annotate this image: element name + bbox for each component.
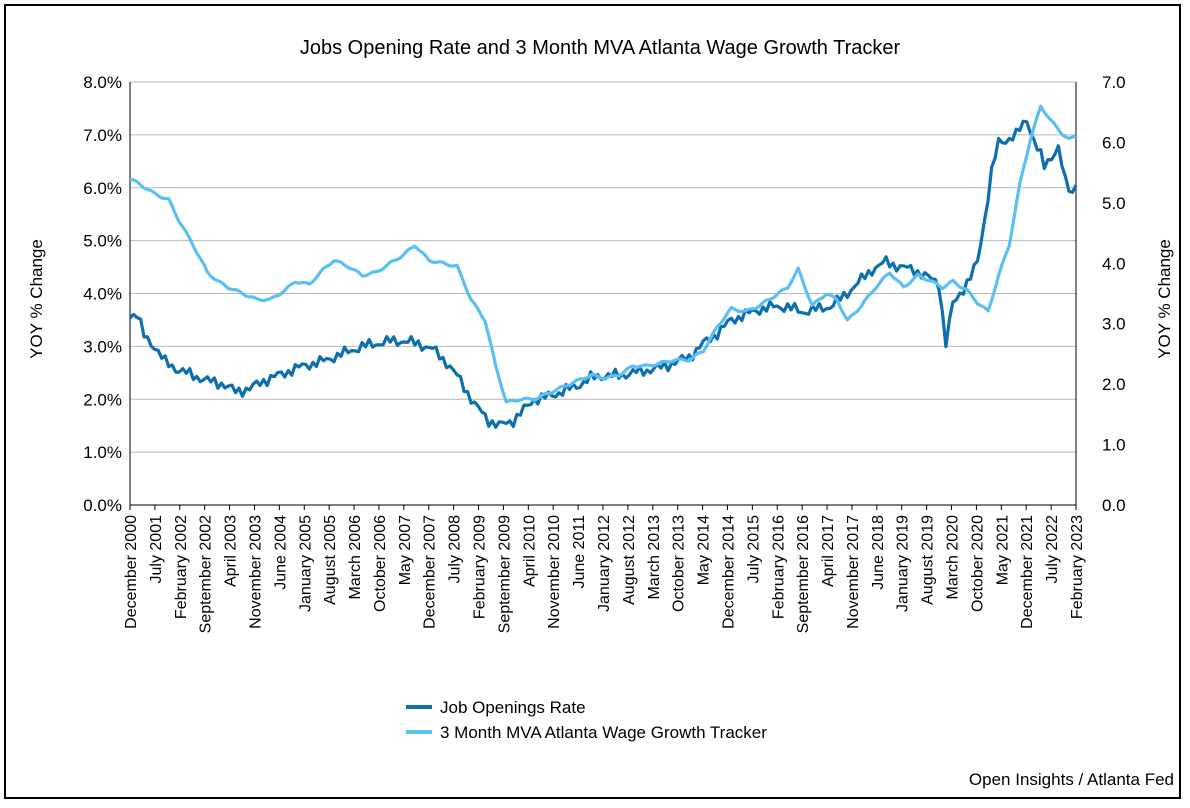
x-tick-label: June 2011 (571, 515, 588, 589)
y-tick-left: 4.0% (83, 285, 122, 304)
x-tick-label: July 2015 (745, 515, 762, 584)
x-tick-label: July 2008 (447, 515, 464, 584)
x-tick-label: January 2012 (596, 515, 613, 612)
x-tick-label: March 2006 (347, 515, 364, 600)
y-tick-right: 2.0 (1102, 375, 1126, 394)
y-axis-label-right: YOY % Change (1155, 239, 1174, 359)
x-tick-label: March 2020 (945, 515, 962, 600)
legend-label-wage-growth: 3 Month MVA Atlanta Wage Growth Tracker (440, 723, 767, 742)
grid-lines (129, 81, 1077, 506)
x-axis-ticks: December 2000 July 2001 February 2002 Septe… (123, 505, 1086, 633)
y-tick-right: 6.0 (1102, 133, 1126, 152)
y-tick-right: 0.0 (1102, 496, 1126, 515)
y-axis-label-left: YOY % Change (27, 239, 46, 359)
series-lines (128, 104, 1078, 429)
x-tick-label: February 2016 (770, 515, 787, 619)
y-tick-left: 6.0% (83, 179, 122, 198)
series-line-job-openings (128, 119, 1078, 429)
legend-label-job-openings: Job Openings Rate (440, 698, 586, 717)
y-tick-left: 7.0% (83, 126, 122, 145)
right-axis-ticks: 0.0 1.0 2.0 3.0 4.0 5.0 6.0 7.0 (1102, 73, 1126, 515)
y-tick-right: 1.0 (1102, 436, 1126, 455)
y-tick-left: 5.0% (83, 232, 122, 251)
x-tick-label: May 2021 (994, 515, 1011, 585)
chart-frame: Jobs Opening Rate and 3 Month MVA Atlant… (4, 4, 1181, 799)
x-tick-label: May 2007 (397, 515, 414, 585)
y-tick-left: 1.0% (83, 443, 122, 462)
y-tick-left: 8.0% (83, 73, 122, 92)
x-tick-label: November 2010 (546, 515, 563, 629)
chart-svg: Jobs Opening Rate and 3 Month MVA Atlant… (27, 37, 1174, 789)
y-tick-left: 3.0% (83, 337, 122, 356)
x-tick-label: October 2020 (969, 515, 986, 612)
x-tick-label: April 2003 (223, 515, 240, 587)
chart-title: Jobs Opening Rate and 3 Month MVA Atlant… (300, 37, 901, 59)
x-tick-label: June 2018 (870, 515, 887, 590)
y-tick-right: 7.0 (1102, 73, 1126, 92)
x-tick-label: September 2002 (198, 515, 215, 633)
x-tick-label: January 2005 (297, 515, 314, 612)
x-tick-label: November 2017 (845, 515, 862, 629)
x-tick-label: April 2010 (521, 515, 538, 587)
x-tick-label: July 2022 (1044, 515, 1061, 584)
y-tick-left: 0.0% (83, 496, 122, 515)
x-tick-label: February 2002 (173, 515, 190, 619)
x-tick-label: March 2013 (646, 515, 663, 600)
y-tick-right: 5.0 (1102, 194, 1126, 213)
x-tick-label: October 2006 (372, 515, 389, 612)
series-line-wage-growth (129, 104, 1077, 404)
x-tick-label: January 2019 (895, 515, 912, 612)
x-tick-label: August 2019 (920, 515, 937, 605)
x-tick-label: September 2009 (496, 515, 513, 633)
legend: Job Openings Rate 3 Month MVA Atlanta Wa… (406, 698, 767, 742)
x-tick-label: December 2007 (422, 515, 439, 629)
x-tick-label: August 2012 (621, 515, 638, 605)
x-tick-label: August 2005 (322, 515, 339, 605)
source-note: Open Insights / Atlanta Fed (969, 770, 1174, 789)
x-tick-label: September 2016 (795, 515, 812, 633)
x-tick-label: February 2023 (1069, 515, 1086, 619)
y-tick-right: 4.0 (1102, 254, 1126, 273)
x-tick-label: December 2000 (123, 515, 140, 629)
x-tick-label: October 2013 (671, 515, 688, 612)
y-tick-left: 2.0% (83, 390, 122, 409)
x-tick-label: December 2021 (1019, 515, 1036, 629)
y-tick-right: 3.0 (1102, 315, 1126, 334)
x-tick-label: February 2009 (472, 515, 489, 619)
x-tick-label: December 2014 (720, 515, 737, 629)
x-tick-label: July 2001 (148, 515, 165, 584)
x-tick-label: May 2014 (696, 515, 713, 585)
x-tick-label: June 2004 (272, 515, 289, 590)
x-tick-label: April 2017 (820, 515, 837, 587)
x-tick-label: November 2003 (247, 515, 264, 629)
left-axis-ticks: 0.0% 1.0% 2.0% 3.0% 4.0% 5.0% 6.0% 7.0% 8.0% (83, 73, 122, 515)
